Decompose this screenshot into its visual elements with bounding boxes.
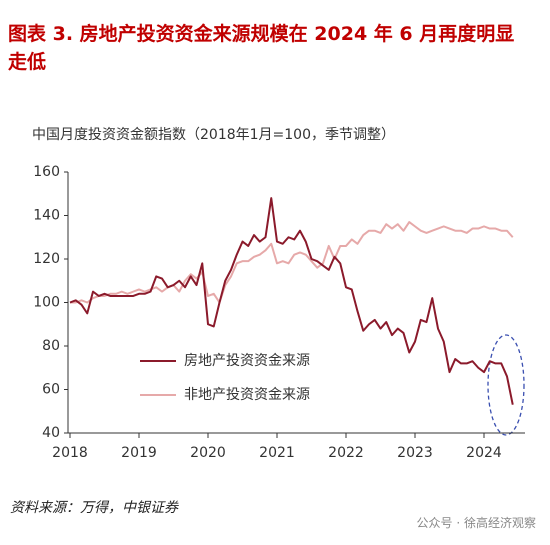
chart: 中国月度投资资金额指数（2018年1月=100，季节调整） 40 60 80 100 1… <box>32 127 525 461</box>
y-tick-label: 80 <box>42 338 60 354</box>
x-tick-label: 2019 <box>121 445 157 461</box>
x-tick-label: 2023 <box>397 445 433 461</box>
x-tick-label: 2022 <box>328 445 364 461</box>
y-tick-label: 120 <box>33 251 60 267</box>
y-tick-label: 160 <box>33 164 60 180</box>
y-tick-label: 60 <box>42 382 60 398</box>
x-tick-label: 2021 <box>259 445 295 461</box>
source: 资料来源：万得，中银证券 <box>10 500 178 516</box>
x-tick-label: 2024 <box>466 445 502 461</box>
x-tick-label: 2018 <box>52 445 88 461</box>
subtitle: 中国月度投资资金额指数（2018年1月=100，季节调整） <box>32 127 395 143</box>
y-tick-label: 40 <box>42 425 60 441</box>
y-tick-label: 100 <box>33 295 60 311</box>
y-tick-label: 140 <box>33 208 60 224</box>
x-tick-label: 2020 <box>190 445 226 461</box>
legend-label: 非地产投资资金来源 <box>184 387 310 403</box>
watermark: 公众号 · 徐高经济观察 <box>416 516 536 530</box>
legend-label: 房地产投资资金来源 <box>184 353 310 369</box>
title: 图表 3. 房地产投资资金来源规模在 2024 年 6 月再度明显走低 <box>8 23 515 73</box>
highlight-ellipse <box>487 334 525 436</box>
series-line <box>69 197 514 405</box>
series-line <box>70 221 514 304</box>
